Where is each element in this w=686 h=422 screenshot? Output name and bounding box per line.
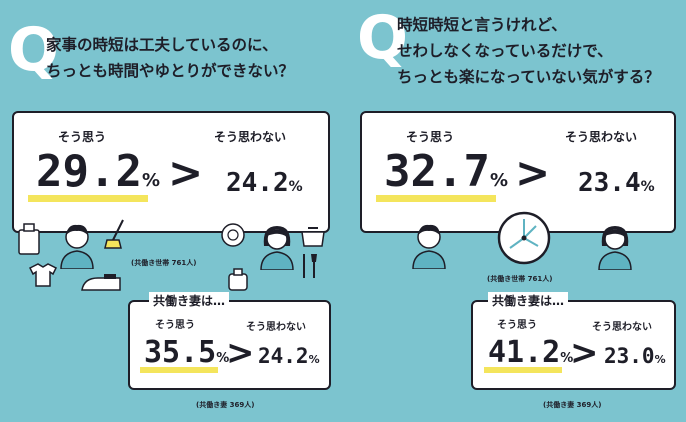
right-wives-box <box>471 300 676 390</box>
left-households-note: (共働き世帯 761人) <box>131 259 197 267</box>
left-wives-yes-label: そう思う <box>155 320 195 331</box>
right-households-yes-label: そう思う <box>406 130 455 144</box>
left-households-box <box>12 111 330 233</box>
left-wives-no-value: 24.2% <box>258 344 320 368</box>
man-icon <box>60 224 94 269</box>
woman-icon <box>260 226 294 270</box>
right-households-note: (共働き世帯 761人) <box>487 275 553 283</box>
left-households-no-value: 24.2% <box>226 168 303 198</box>
dishes-icon <box>221 223 245 247</box>
right-question-line3: ちっとも楽になっていない気がする？ <box>397 68 660 86</box>
right-question-line2: せわしなくなっているだけで、 <box>397 42 613 60</box>
left-wives-yes-value: 35.5% <box>144 335 230 370</box>
left-households-no-label: そう思わない <box>214 130 287 144</box>
kettle-icon <box>301 227 325 247</box>
left-question-line1: 家事の時短は工夫しているのに、 <box>46 36 278 54</box>
right-wives-yes-value: 41.2% <box>488 335 574 370</box>
right-wives-no-value: 23.0% <box>604 344 666 368</box>
right-wives-greater-than: > <box>570 333 599 373</box>
right-wives-yes-label: そう思う <box>497 320 537 331</box>
man-icon <box>412 224 446 269</box>
right-wives-heading: 共働き妻は… <box>488 292 569 309</box>
left-question-line2: ちっとも時間やゆとりができない？ <box>46 62 295 80</box>
right-wives-note: (共働き妻 369人) <box>543 401 602 409</box>
cutlery-icon <box>303 254 317 278</box>
right-households-yes-value: 32.7% <box>384 146 509 197</box>
right-households-yes-highlight <box>376 195 496 202</box>
left-wives-yes-highlight <box>140 367 218 373</box>
pot-icon <box>228 268 248 291</box>
right-households-no-value: 23.4% <box>578 168 655 198</box>
right-question-line1: 時短時短と言うけれど、 <box>397 16 567 34</box>
bottle-icon <box>18 223 40 255</box>
left-wives-box <box>128 300 331 390</box>
broom-icon <box>104 219 124 249</box>
left-wives-greater-than: > <box>226 333 255 373</box>
right-wives-no-label: そう思わない <box>592 322 652 333</box>
shirt-icon <box>28 263 58 287</box>
left-wives-no-label: そう思わない <box>246 322 306 333</box>
left-wives-note: (共働き妻 369人) <box>196 401 255 409</box>
left-households-greater-than: > <box>168 148 204 197</box>
left-households-yes-label: そう思う <box>58 130 107 144</box>
right-wives-yes-highlight <box>484 367 562 373</box>
right-households-no-label: そう思わない <box>565 130 638 144</box>
right-households-greater-than: > <box>515 148 551 197</box>
left-wives-heading: 共働き妻は… <box>149 292 230 309</box>
left-households-yes-value: 29.2% <box>36 146 161 197</box>
left-households-yes-highlight <box>28 195 148 202</box>
left-q-mark: Q <box>8 15 60 85</box>
right-q-mark: Q <box>357 3 409 73</box>
iron-icon <box>81 274 121 291</box>
clock-icon <box>497 211 551 265</box>
woman-icon <box>598 226 632 270</box>
